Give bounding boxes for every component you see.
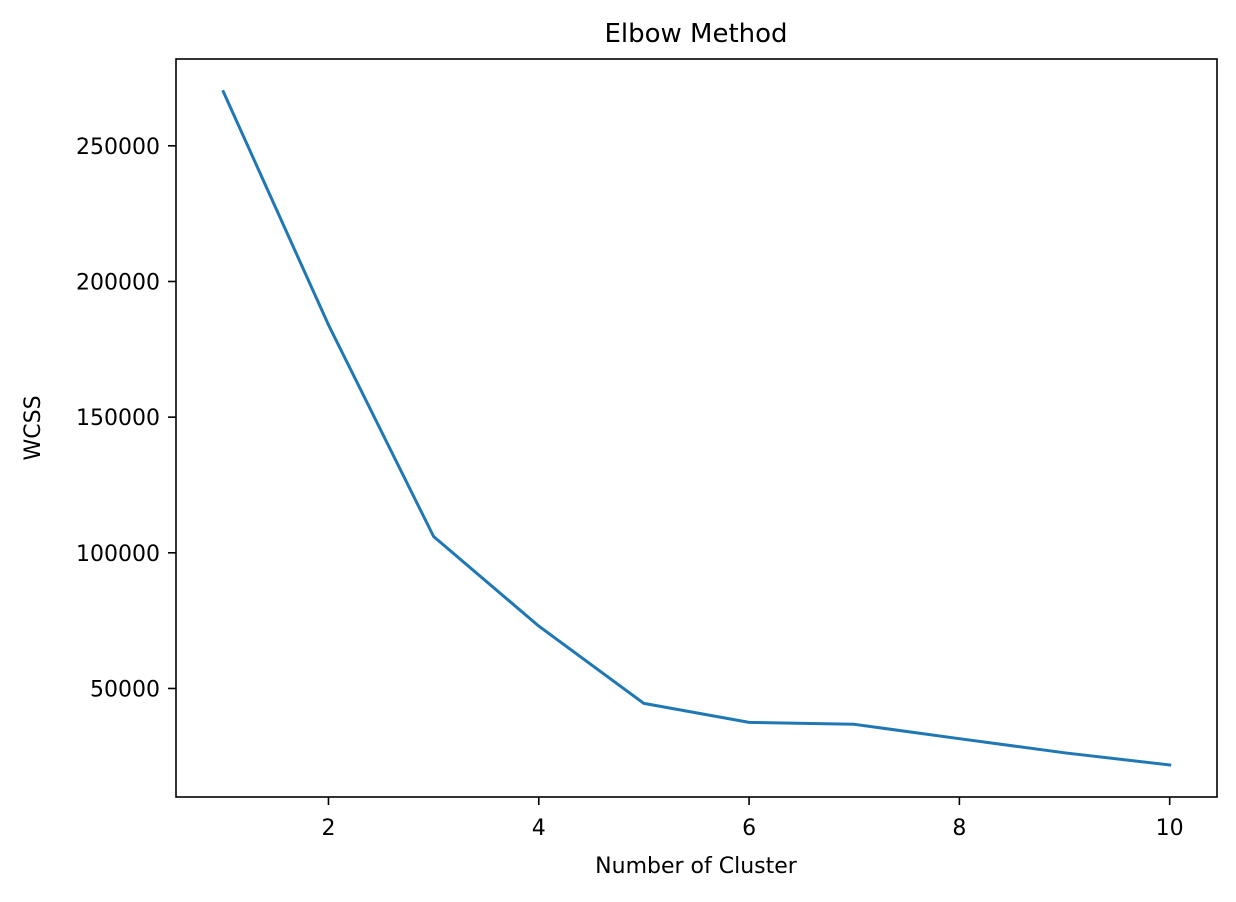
y-tick-label: 250000 [76,135,160,160]
plot-frame [175,58,1218,798]
x-axis-label: Number of Cluster [595,854,798,879]
x-tick-label: 6 [742,816,756,841]
x-tick-label: 2 [321,816,335,841]
series-line [221,89,1172,767]
chart-title: Elbow Method [604,19,787,49]
x-axis-ticks: 2 4 6 8 10 [321,797,1184,841]
x-tick-label: 4 [532,816,546,841]
series-layer [221,89,1172,767]
y-tick-label: 200000 [76,270,160,295]
y-axis-ticks: 50000 100000 150000 200000 250000 [76,135,176,702]
y-axis-label: WCSS [21,395,46,460]
x-tick-label: 10 [1156,816,1184,841]
y-tick-label: 150000 [76,406,160,431]
x-tick-label: 8 [952,816,966,841]
y-tick-label: 100000 [76,542,160,567]
y-tick-label: 50000 [90,677,160,702]
